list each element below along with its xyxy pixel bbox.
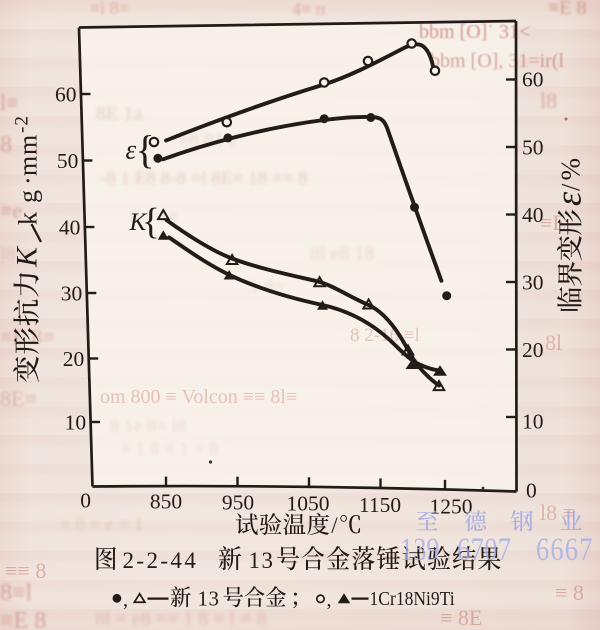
svg-text:k: k: [14, 212, 43, 225]
svg-text:≡e: ≡e: [0, 198, 22, 223]
svg-text:-8 1 E8 8-8 ≡l 8E≡ 18 ≡≡ 8: -8 1 E8 8-8 ≡l 8E≡ 18 ≡≡ 8: [100, 168, 308, 189]
svg-text:8l: 8l: [545, 330, 562, 355]
svg-text:{: {: [136, 127, 155, 172]
svg-text:bbm [O], 31=ir(l: bbm [O], 31=ir(l: [430, 50, 564, 72]
svg-text:om 800 ≡ Volcon ≡≡ 8l≡: om 800 ≡ Volcon ≡≡ 8l≡: [100, 386, 297, 408]
svg-text:≡ 8 ≡ e ≡ 1: ≡ 8 ≡ e ≡ 1: [60, 514, 143, 535]
svg-text:8≡l: 8≡l: [0, 580, 33, 606]
svg-text:8E≡: 8E≡: [0, 386, 37, 411]
svg-text:e8 81 e: e8 81 e: [180, 129, 238, 151]
svg-text:≡≡ 8: ≡≡ 8: [5, 558, 46, 583]
svg-text:10: 10: [522, 410, 544, 434]
svg-text:8l e8 18: 8l e8 18: [310, 243, 374, 265]
svg-text:bbm [O]˙ 31<: bbm [O]˙ 31<: [419, 21, 530, 43]
svg-text:1250: 1250: [430, 495, 473, 519]
svg-text:m: m: [14, 156, 43, 176]
svg-text:50: 50: [522, 136, 544, 160]
svg-text:l8: l8: [540, 88, 557, 113]
svg-text:0: 0: [526, 479, 537, 503]
svg-text:13: 13: [198, 586, 220, 610]
svg-text:60: 60: [55, 83, 77, 107]
svg-text:,: ,: [123, 589, 128, 611]
svg-text:K: K: [11, 245, 44, 268]
svg-text:30: 30: [61, 282, 83, 306]
svg-text:≡ 8E: ≡ 8E: [440, 605, 482, 630]
svg-text:≡ 8: ≡ 8: [555, 580, 584, 605]
svg-text:60: 60: [522, 68, 544, 92]
svg-text:ε: ε: [126, 135, 137, 165]
svg-text:2-2-44: 2-2-44: [123, 548, 199, 573]
svg-text:13: 13: [249, 548, 275, 573]
svg-text:l≡: l≡: [0, 90, 19, 115]
svg-text:1Cr18Ni9Ti: 1Cr18Ni9Ti: [370, 588, 455, 610]
svg-text:≡ 1 8 ≡ 1 ≡ 8: ≡ 1 8 ≡ 1 ≡ 8: [120, 439, 219, 460]
svg-text:1150: 1150: [359, 493, 401, 517]
svg-text:K: K: [129, 209, 148, 236]
svg-text:6667: 6667: [536, 531, 594, 567]
svg-text:≡E 8: ≡E 8: [0, 608, 46, 630]
svg-text:ε: ε: [549, 191, 589, 206]
svg-text:≡E 8: ≡E 8: [548, 0, 587, 19]
svg-text:8: 8: [0, 132, 12, 158]
svg-text:0: 0: [80, 489, 91, 513]
svg-text:≡E: ≡E: [540, 210, 566, 235]
svg-text:20: 20: [63, 347, 85, 371]
svg-text:40: 40: [59, 216, 81, 240]
svg-text:-2: -2: [12, 115, 33, 133]
svg-text:/: /: [331, 513, 338, 538]
svg-text:l8 ≡: l8 ≡: [540, 500, 575, 525]
svg-text:950: 950: [222, 491, 254, 515]
svg-text:8 1e 8≡ l8: 8 1e 8≡ l8: [110, 416, 187, 437]
svg-text:50: 50: [57, 149, 79, 173]
svg-text:10: 10: [65, 411, 87, 435]
svg-text:·: ·: [14, 176, 43, 185]
svg-text:30: 30: [522, 271, 544, 295]
svg-text:g: g: [14, 190, 43, 203]
svg-text:139: 139: [400, 531, 440, 567]
svg-text:4≡ п: 4≡ п: [292, 0, 326, 19]
svg-text:/: /: [557, 183, 586, 191]
svg-text:20: 20: [522, 338, 544, 362]
svg-text:8l ≡ e8 ≡≡ 1 8 ≡ l ≡ 8: 8l ≡ e8 ≡≡ 1 8 ≡ l ≡ 8: [95, 608, 266, 630]
svg-text:8E 1a: 8E 1a: [96, 103, 142, 125]
svg-text:,: ,: [327, 589, 332, 611]
svg-text:{: {: [142, 202, 160, 243]
svg-text:m: m: [14, 135, 43, 155]
svg-text:1050: 1050: [287, 492, 330, 516]
svg-text:40: 40: [522, 203, 544, 227]
svg-text:≡i 8≡: ≡i 8≡: [90, 0, 129, 18]
svg-text:l8 ≡: l8 ≡: [0, 243, 32, 265]
svg-text:%: %: [556, 158, 586, 181]
svg-text:6707: 6707: [457, 531, 511, 567]
svg-text:850: 850: [150, 490, 182, 514]
